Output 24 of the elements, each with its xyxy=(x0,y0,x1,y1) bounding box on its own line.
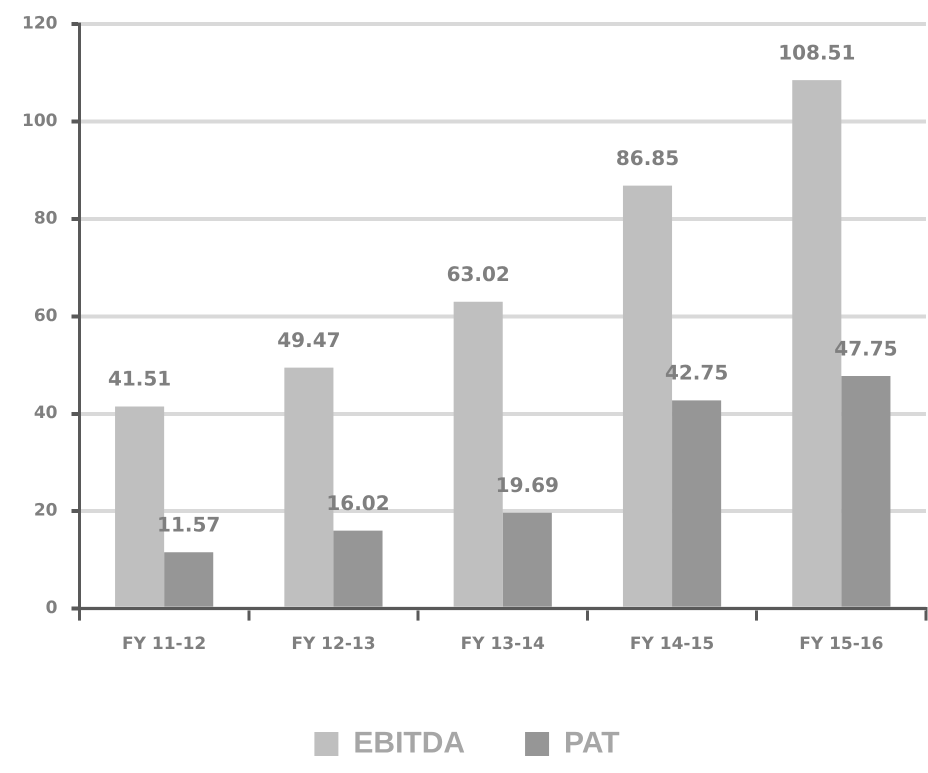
x-tick-label: FY 14-15 xyxy=(630,634,714,654)
legend-label: PAT xyxy=(564,726,620,760)
data-label: 108.51 xyxy=(778,40,856,64)
x-tick-label: FY 15-16 xyxy=(799,634,884,654)
data-label: 42.75 xyxy=(664,360,728,385)
data-label: 11.57 xyxy=(157,512,220,536)
data-label: 49.47 xyxy=(277,328,341,352)
x-tick-label: FY 11-12 xyxy=(122,634,206,654)
data-label: 47.75 xyxy=(834,336,898,360)
y-tick-label: 80 xyxy=(34,208,58,228)
legend-label: EBITDA xyxy=(353,726,466,760)
data-label: 63.02 xyxy=(446,262,510,286)
y-tick-label: 120 xyxy=(22,14,58,34)
x-tick-label: FY 13-14 xyxy=(460,634,546,654)
y-tick-label: 60 xyxy=(34,306,58,326)
data-label: 16.02 xyxy=(326,490,390,515)
y-tick-label: 100 xyxy=(22,111,58,132)
data-label: 41.51 xyxy=(108,366,172,391)
y-tick-label: 20 xyxy=(34,500,58,521)
x-tick-label: FY 12-13 xyxy=(291,634,376,654)
data-label: 86.85 xyxy=(616,146,680,170)
data-label: 19.69 xyxy=(496,472,559,497)
y-tick-label: 40 xyxy=(34,403,58,424)
y-tick-label: 0 xyxy=(46,598,58,618)
